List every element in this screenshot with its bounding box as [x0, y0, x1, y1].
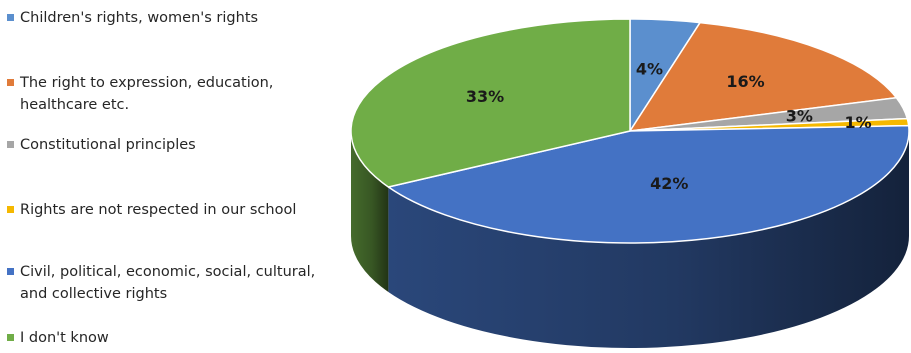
legend-label-1-line1: healthcare etc.	[20, 97, 129, 113]
pie-slice-4	[387, 124, 910, 244]
data-labels: 4% 16% 3% 1% 42% 33%	[466, 59, 872, 193]
legend-label-0: Children's rights, women's rights	[20, 10, 258, 26]
pie-side-4	[388, 131, 909, 348]
data-label-2: 3%	[786, 106, 813, 125]
legend: Children's rights, women's rights The rig…	[7, 10, 315, 346]
legend-label-4: Civil, political, economic, social, cult…	[20, 264, 315, 280]
legend-label-4-line1: and collective rights	[20, 286, 167, 302]
legend-marker-0	[7, 14, 14, 21]
pie-side-walls	[351, 131, 909, 348]
data-label-3: 1%	[844, 113, 871, 132]
legend-label-3: Rights are not respected in our school	[20, 202, 296, 218]
data-label-4: 42%	[650, 174, 688, 193]
legend-marker-2	[7, 141, 14, 148]
pie-slice-5	[350, 18, 631, 188]
legend-label-5: I don't know	[20, 330, 109, 346]
legend-label-1: The right to expression, education,	[19, 75, 273, 91]
legend-marker-1	[7, 79, 14, 86]
legend-marker-3	[7, 206, 14, 213]
data-label-5: 33%	[466, 87, 504, 106]
data-label-0: 4%	[636, 59, 663, 78]
data-label-1: 16%	[726, 72, 764, 91]
pie-top-slices	[350, 18, 910, 244]
pie-side-5	[351, 131, 389, 292]
legend-marker-5	[7, 334, 14, 341]
legend-marker-4	[7, 268, 14, 275]
pie-slice-1	[629, 21, 898, 132]
legend-label-2: Constitutional principles	[20, 137, 196, 153]
